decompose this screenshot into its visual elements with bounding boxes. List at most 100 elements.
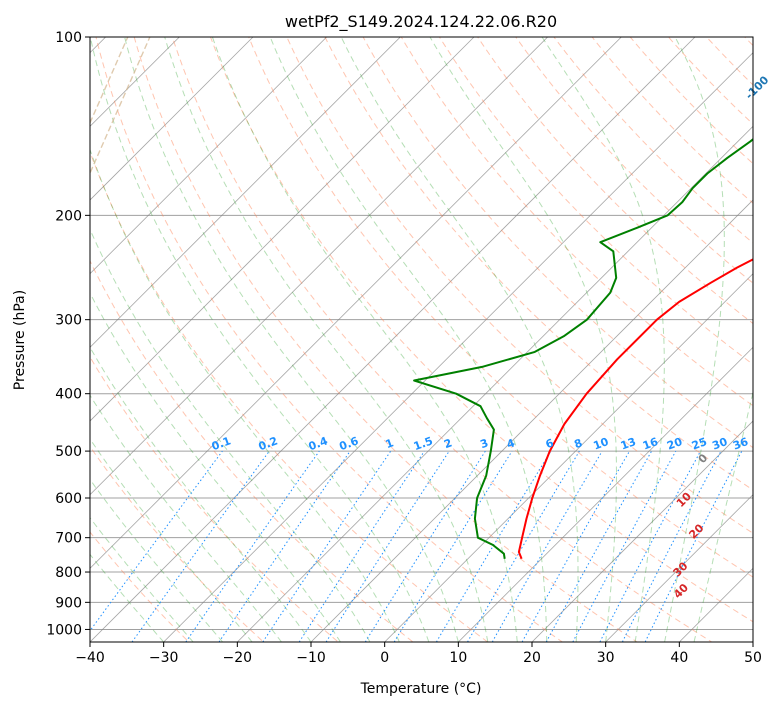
dry-adiabat-line bbox=[171, 37, 713, 642]
y-tick-label: 100 bbox=[55, 30, 82, 46]
isotherm-line bbox=[163, 52, 753, 642]
moist-adiabat-line bbox=[90, 37, 430, 642]
mixing-ratio-label: 1.5 bbox=[412, 434, 435, 453]
x-tick-label: 50 bbox=[744, 650, 762, 666]
background-lines bbox=[90, 37, 753, 642]
moist-adiabat-line bbox=[90, 478, 223, 642]
y-tick-label: 600 bbox=[55, 491, 82, 507]
mixing-ratio-line bbox=[435, 450, 552, 642]
x-tick-label: −30 bbox=[149, 650, 179, 666]
axis-ticks: −40 −30 −20 −10 0 10 20 30 40 50 1000 900 800 700 600 5… bbox=[46, 30, 762, 666]
isotherm-line bbox=[310, 199, 753, 642]
mixing-ratio-label: 0.6 bbox=[338, 434, 361, 453]
dry-adiabat-line bbox=[629, 37, 753, 165]
mixing-ratio-line bbox=[218, 450, 351, 642]
lcl-curve-line bbox=[90, 37, 151, 175]
mixing-ratio-label: 4 bbox=[505, 436, 517, 451]
mixing-ratio-label: 25 bbox=[690, 435, 709, 452]
dry-adiabat-line bbox=[90, 150, 489, 642]
moist-adiabat-line bbox=[90, 438, 253, 642]
moist-adiabat-line bbox=[90, 292, 341, 642]
isotherm-line bbox=[237, 125, 753, 642]
mixing-ratio-label: 3 bbox=[478, 436, 490, 451]
x-tick-label: −20 bbox=[223, 650, 253, 666]
mixing-ratio-label: 2 bbox=[442, 436, 454, 451]
y-tick-label: 300 bbox=[55, 313, 82, 329]
chart-title: wetPf2_S149.2024.124.22.06.R20 bbox=[285, 12, 557, 32]
moist-adiabat-line bbox=[124, 37, 459, 642]
isotherm-line bbox=[458, 346, 753, 642]
moist-adiabat-line bbox=[211, 37, 518, 642]
moist-adiabat-line bbox=[693, 390, 753, 642]
mixing-ratio-line bbox=[521, 450, 630, 642]
y-tick-label: 900 bbox=[55, 595, 82, 611]
mixing-ratio-line bbox=[545, 450, 653, 642]
isotherm-line bbox=[90, 37, 696, 642]
dry-adiabat-line bbox=[90, 531, 190, 642]
mixing-ratio-line bbox=[131, 450, 270, 642]
data-series bbox=[413, 137, 753, 560]
y-tick-label: 700 bbox=[55, 531, 82, 547]
moist-adiabat-line bbox=[541, 37, 665, 642]
dry-adiabat-line bbox=[477, 37, 753, 325]
mixing-ratio-label: 36 bbox=[731, 435, 750, 453]
mixing-ratio-line bbox=[491, 450, 603, 642]
isotherm-line bbox=[90, 37, 254, 201]
mixing-ratio-label: 16 bbox=[641, 435, 660, 453]
mixing-ratio-label: 20 bbox=[665, 435, 684, 453]
x-tick-label: −10 bbox=[296, 650, 326, 666]
mixing-ratio-line bbox=[393, 450, 513, 642]
moist-adiabat-line bbox=[90, 553, 165, 642]
x-tick-label: 10 bbox=[449, 650, 467, 666]
mixing-ratio-label: 13 bbox=[619, 435, 638, 452]
dry-adiabat-line bbox=[438, 37, 753, 366]
mixing-ratio-line bbox=[364, 450, 486, 642]
mixing-ratio-label: 30 bbox=[710, 435, 729, 453]
mixing-ratio-label: 6 bbox=[544, 436, 556, 451]
y-tick-label: 200 bbox=[55, 208, 82, 224]
dry-adiabat-line bbox=[90, 356, 340, 642]
mixing-ratio-line bbox=[325, 450, 450, 642]
moist-adiabat-line bbox=[90, 228, 371, 642]
mixing-ratio-line bbox=[185, 450, 320, 642]
dry-adiabat-line bbox=[324, 37, 753, 491]
dry-adiabat-line bbox=[210, 37, 753, 623]
isotherm-line bbox=[531, 420, 753, 642]
plot-frame bbox=[89, 36, 754, 643]
dry-adiabat-line bbox=[95, 37, 564, 642]
dry-adiabat-line bbox=[286, 37, 753, 534]
moist-adiabat-line bbox=[340, 37, 579, 642]
moist-adiabat-line bbox=[90, 148, 400, 642]
moist-adiabat-line bbox=[90, 516, 194, 642]
temperature-line bbox=[517, 258, 753, 560]
moist-adiabat-line bbox=[269, 37, 548, 642]
moist-adiabat-line bbox=[664, 37, 725, 642]
y-tick-label: 500 bbox=[55, 444, 82, 460]
moist-adiabat-line bbox=[90, 346, 312, 642]
mixing-ratio-label: 10 bbox=[592, 435, 611, 453]
x-tick-label: 20 bbox=[523, 650, 541, 666]
isotherm-line bbox=[90, 37, 622, 569]
y-axis-label: Pressure (hPa) bbox=[12, 290, 28, 390]
y-tick-label: 1000 bbox=[46, 622, 82, 638]
isotherm-line bbox=[90, 37, 327, 275]
mixing-ratio-line bbox=[467, 450, 580, 642]
y-tick-label: 400 bbox=[55, 387, 82, 403]
isotherm-line bbox=[605, 494, 753, 642]
x-tick-label: 30 bbox=[597, 650, 615, 666]
y-tick-label: 800 bbox=[55, 565, 82, 581]
isotherm-line bbox=[90, 37, 548, 496]
x-tick-label: 0 bbox=[380, 650, 389, 666]
dry-adiabat-label: -90 bbox=[771, 109, 775, 132]
dry-adiabat-line bbox=[248, 37, 753, 578]
mixing-ratio-label: 0.4 bbox=[307, 434, 330, 453]
mixing-ratio-label: 1 bbox=[384, 436, 396, 451]
mixing-ratio-line bbox=[90, 450, 223, 632]
x-tick-label: −40 bbox=[75, 650, 105, 666]
mixing-ratio-line bbox=[572, 450, 677, 642]
dry-adiabat-line bbox=[362, 37, 753, 449]
moist-adiabat-line bbox=[164, 37, 489, 642]
isotherm-line bbox=[90, 37, 475, 422]
